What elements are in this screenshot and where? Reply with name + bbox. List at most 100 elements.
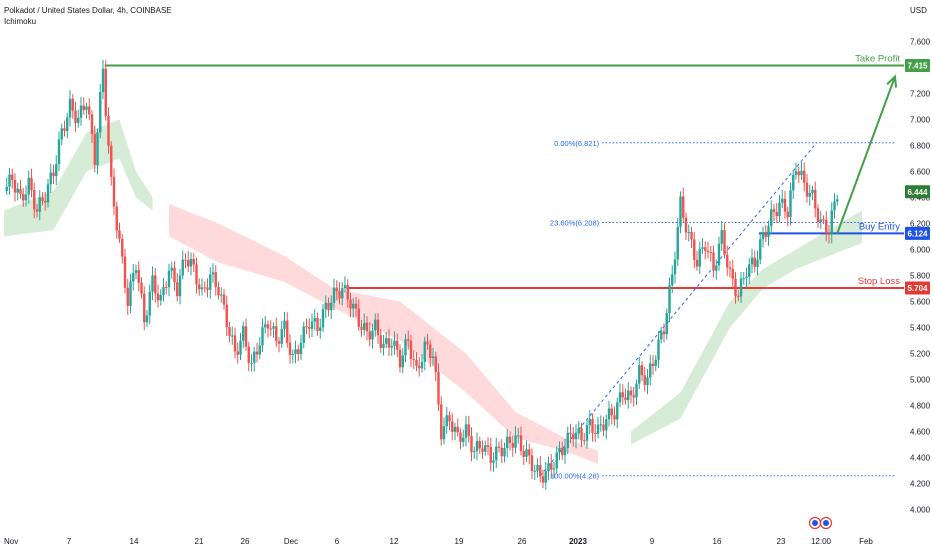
candle-body [239, 340, 242, 355]
chart-title: Polkadot / United States Dollar, 4h, COI… [4, 6, 172, 15]
candle-body [324, 302, 327, 310]
fibonacci-retracement: 0.00%(6.821) 23.60%(6.208) 100.00%(4.26) [539, 139, 895, 481]
x-tick-label: Feb [859, 537, 873, 546]
candle-body [668, 285, 671, 314]
candle-body [789, 190, 792, 218]
x-tick-label: Nov [4, 537, 18, 546]
candle-body [662, 331, 666, 335]
candle-body [715, 265, 718, 271]
candle-body [580, 428, 583, 441]
candle-body [539, 465, 542, 477]
candle-body [308, 327, 311, 329]
candle-body [231, 335, 234, 337]
y-tick-label: 7.000 [910, 116, 931, 125]
candle-body [717, 243, 721, 266]
candle-body [99, 92, 102, 133]
candle-body [24, 194, 28, 201]
y-tick-label: 4.800 [910, 402, 931, 411]
candle-body [748, 264, 751, 277]
candle-body [596, 424, 600, 434]
candle-body [588, 418, 591, 426]
candle-body [742, 278, 745, 280]
candle-body [244, 326, 248, 347]
candle-body [654, 359, 657, 367]
candle-body [349, 299, 352, 309]
candle-body [390, 345, 393, 348]
candle-body [123, 256, 127, 288]
candle-body [778, 202, 781, 217]
candle-body [517, 435, 520, 437]
candle-body [613, 415, 616, 420]
candle-body [445, 415, 448, 427]
candle-body [657, 339, 660, 360]
candle-body [305, 326, 308, 328]
candle-body [767, 226, 770, 237]
candle-body [74, 110, 77, 123]
candle-body [616, 402, 619, 420]
candle-body [151, 275, 154, 292]
candle-body [79, 105, 83, 118]
candle-body [456, 426, 459, 433]
candle-body [635, 383, 638, 398]
candle-body [176, 282, 179, 297]
candle-body [420, 361, 424, 369]
flag-icon-center [823, 520, 829, 526]
stop-loss-badge-text: 5.704 [907, 284, 928, 293]
arrow-head [886, 74, 898, 88]
candle-body [352, 303, 355, 309]
candle-body [624, 397, 627, 401]
candle-body [33, 190, 36, 210]
candle-body [341, 288, 344, 299]
candle-body [316, 317, 319, 331]
candle-body [19, 188, 22, 194]
candle-body [632, 395, 635, 398]
candle-body [459, 432, 462, 442]
candle-body [701, 247, 704, 249]
candle-body [167, 270, 171, 288]
candle-body [376, 319, 380, 336]
buy-entry-badge-bg [905, 226, 930, 240]
candle-body [294, 349, 297, 355]
candle-body [277, 341, 281, 344]
candle-body [22, 193, 25, 201]
candle-body [412, 359, 415, 361]
candle-body [591, 418, 594, 433]
x-tick-label: 6 [335, 537, 340, 546]
candle-body [313, 317, 316, 322]
candle-body [35, 209, 39, 212]
axes: USD7.6007.4007.2007.0006.8006.6006.4006.… [4, 6, 931, 546]
candle-body [536, 465, 539, 471]
indicator-label: Ichimoku [4, 17, 37, 26]
candle-body [253, 351, 256, 363]
candle-body [371, 330, 374, 340]
candle-body [365, 322, 369, 332]
candle-body [429, 344, 432, 359]
candle-body [684, 217, 688, 233]
candle-body [357, 308, 360, 327]
candle-body [398, 349, 402, 368]
candlesticks [5, 60, 839, 490]
candle-body [283, 320, 286, 330]
candle-body [354, 303, 358, 309]
candle-body [115, 206, 118, 231]
candle-body [561, 447, 564, 456]
candle-body [319, 327, 322, 331]
candle-body [836, 199, 839, 202]
candle-body [822, 219, 825, 221]
candle-body [195, 264, 198, 285]
candle-body [528, 449, 531, 456]
candle-body [346, 285, 349, 300]
flag-icon-center [812, 520, 818, 526]
candle-body [198, 284, 201, 290]
fib-label-1: 23.60%(6.208) [550, 218, 600, 227]
candle-body [327, 302, 330, 311]
candle-body [448, 415, 451, 422]
candle-body [187, 260, 190, 267]
candle-body [687, 231, 690, 233]
candle-body [288, 342, 292, 355]
candle-body [387, 338, 391, 348]
candle-body [775, 212, 778, 217]
candle-body [60, 128, 63, 140]
candle-body [514, 435, 517, 448]
